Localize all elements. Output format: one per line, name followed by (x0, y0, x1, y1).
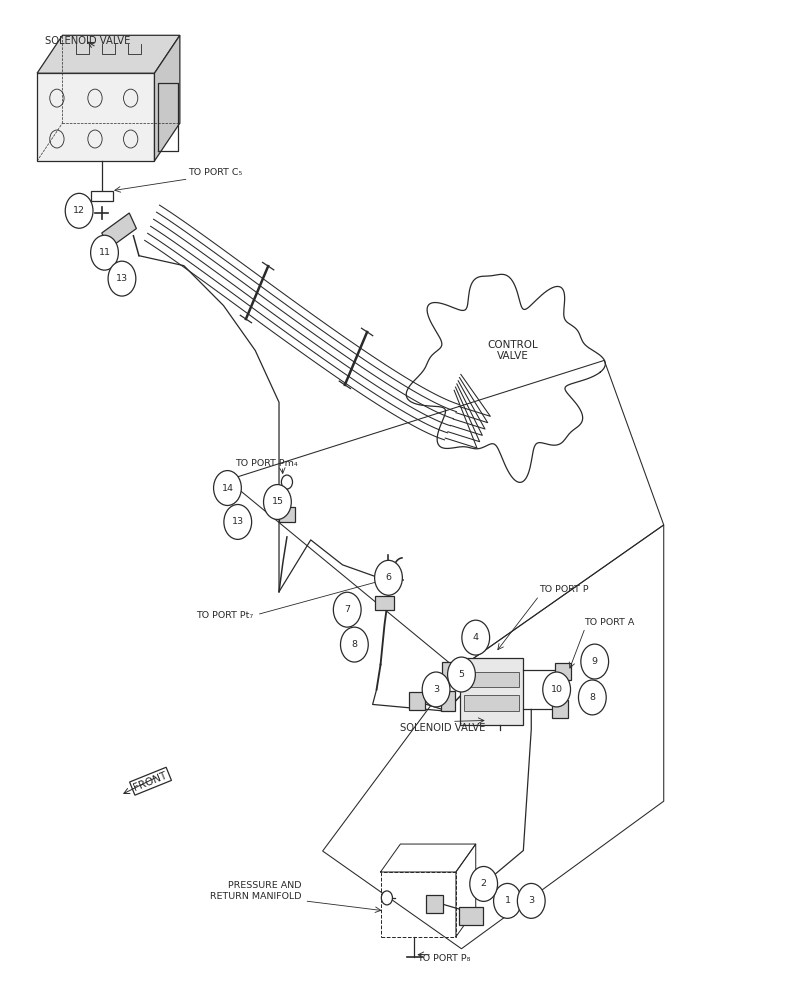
Text: 13: 13 (232, 517, 244, 526)
Text: SOLENOID VALVE: SOLENOID VALVE (45, 36, 131, 46)
Text: 8: 8 (351, 640, 357, 649)
Text: 8: 8 (589, 693, 595, 702)
Text: 6: 6 (385, 573, 392, 582)
Bar (409, 692, 425, 710)
Text: PRESSURE AND
RETURN MANIFOLD: PRESSURE AND RETURN MANIFOLD (209, 881, 301, 901)
Polygon shape (154, 35, 180, 161)
Circle shape (65, 193, 93, 228)
Circle shape (517, 883, 545, 918)
Text: 5: 5 (458, 670, 464, 679)
Circle shape (91, 235, 119, 270)
Circle shape (108, 261, 136, 296)
Circle shape (543, 672, 571, 707)
Text: TO PORT C₅: TO PORT C₅ (188, 168, 242, 177)
Text: 3: 3 (433, 685, 439, 694)
Circle shape (383, 568, 394, 582)
Text: 15: 15 (271, 497, 283, 506)
Bar (426, 895, 443, 913)
Text: TO PORT P: TO PORT P (539, 585, 589, 594)
Bar (441, 691, 455, 711)
Circle shape (334, 592, 361, 627)
Circle shape (381, 891, 392, 905)
Text: TO PORT Pm₄: TO PORT Pm₄ (236, 459, 298, 468)
Text: TO PORT A: TO PORT A (584, 618, 634, 627)
Circle shape (494, 883, 521, 918)
Circle shape (282, 475, 292, 489)
Polygon shape (102, 213, 136, 248)
Bar (464, 695, 519, 711)
Text: TO PORT P₈: TO PORT P₈ (417, 954, 470, 963)
Bar (459, 907, 483, 925)
Bar (279, 507, 295, 522)
Circle shape (375, 560, 402, 595)
Text: 4: 4 (473, 633, 478, 642)
Circle shape (462, 620, 490, 655)
Polygon shape (37, 35, 180, 73)
Text: 7: 7 (344, 605, 350, 614)
Text: 11: 11 (99, 248, 111, 257)
Circle shape (579, 680, 607, 715)
Circle shape (470, 866, 498, 901)
Text: 10: 10 (551, 685, 563, 694)
Bar (464, 672, 519, 687)
Circle shape (263, 485, 291, 519)
Text: 2: 2 (481, 879, 486, 888)
Text: SOLENOID VALVE: SOLENOID VALVE (400, 723, 485, 733)
Text: FRONT: FRONT (132, 770, 169, 792)
Text: 13: 13 (116, 274, 128, 283)
Bar (91, 191, 113, 201)
Circle shape (581, 644, 609, 679)
Bar (552, 700, 568, 718)
Bar (460, 658, 523, 725)
Bar (375, 596, 394, 610)
Text: 12: 12 (73, 206, 85, 215)
Text: 14: 14 (221, 484, 233, 493)
Bar (555, 663, 571, 680)
Text: CONTROL
VALVE: CONTROL VALVE (488, 340, 538, 361)
Circle shape (447, 657, 475, 692)
Polygon shape (37, 73, 154, 161)
Text: TO PORT Pt₇: TO PORT Pt₇ (197, 611, 254, 620)
Circle shape (422, 672, 450, 707)
Circle shape (224, 504, 252, 539)
Text: 3: 3 (529, 896, 534, 905)
Circle shape (213, 471, 241, 505)
Bar (443, 662, 457, 681)
Text: 9: 9 (591, 657, 598, 666)
Circle shape (341, 627, 369, 662)
Text: 1: 1 (505, 896, 510, 905)
